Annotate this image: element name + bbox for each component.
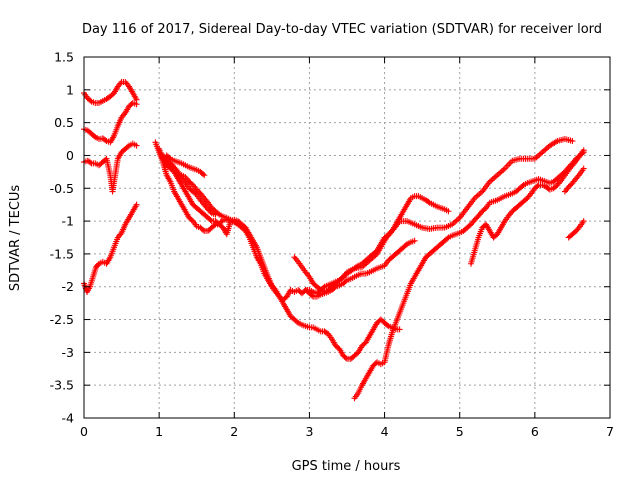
x-tick-label: 2 <box>230 424 238 439</box>
plot-frame <box>84 57 610 418</box>
y-tick-label: -2.5 <box>50 312 74 327</box>
x-tick-label: 0 <box>80 424 88 439</box>
y-tick-label: 0.5 <box>54 115 74 130</box>
y-tick-label: -0.5 <box>50 181 74 196</box>
x-tick-label: 3 <box>305 424 313 439</box>
chart-title: Day 116 of 2017, Sidereal Day-to-day VTE… <box>82 22 602 37</box>
x-tick-label: 5 <box>456 424 464 439</box>
data-points <box>81 79 587 401</box>
y-tick-label: -1 <box>62 214 74 229</box>
y-tick-label: 1.5 <box>54 50 74 65</box>
y-tick-label: -1.5 <box>50 246 74 261</box>
y-tick-label: 0 <box>66 148 74 163</box>
y-tick-label: -4 <box>62 411 75 426</box>
axes: 0 1 2 3 4 5 6 7 1.5 1 0.5 0 -0.5 -1 -1.5 -2 -2.5 -3 -3.5 -4 <box>50 50 614 440</box>
x-tick-label: 4 <box>381 424 389 439</box>
y-tick-label: 1 <box>66 82 74 97</box>
y-tick-label: -3.5 <box>50 378 74 393</box>
x-tick-label: 6 <box>531 424 539 439</box>
x-tick-label: 7 <box>606 424 614 439</box>
grid-lines <box>84 57 610 418</box>
y-tick-label: -2 <box>62 279 74 294</box>
y-axis-label: SDTVAR / TECUs <box>8 185 23 292</box>
x-axis-label: GPS time / hours <box>292 459 401 474</box>
y-tick-label: -3 <box>62 345 74 360</box>
sdtvar-chart: Day 116 of 2017, Sidereal Day-to-day VTE… <box>0 0 640 480</box>
x-tick-label: 1 <box>155 424 163 439</box>
